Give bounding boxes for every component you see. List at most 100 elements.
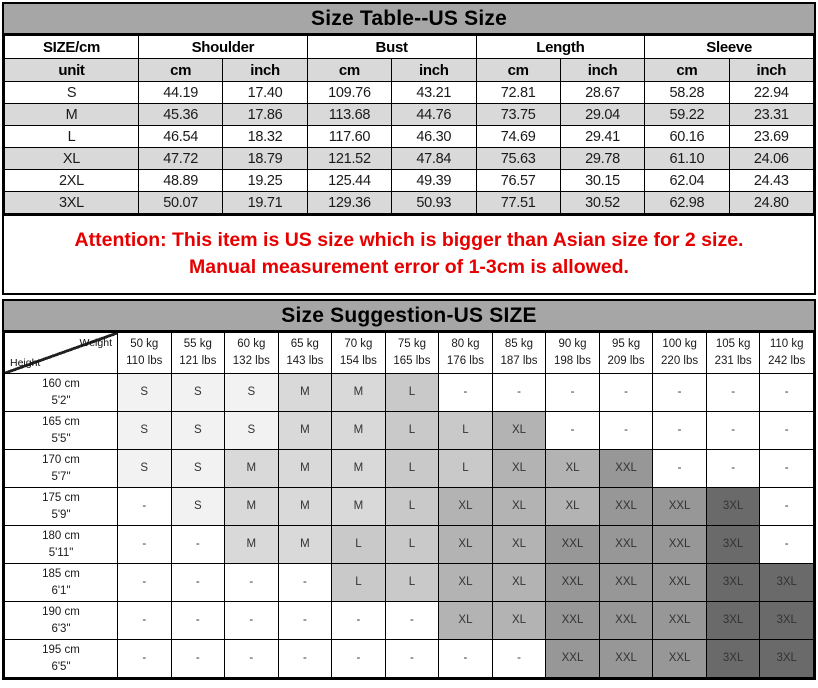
- measurement-cell: 19.71: [222, 191, 308, 214]
- height-row-label: 165 cm 5'5": [4, 411, 118, 450]
- size-suggestion-cell: XXL: [545, 639, 600, 678]
- size-suggestion-cell: -: [705, 449, 761, 488]
- measurement-cell: 77.51: [475, 191, 561, 214]
- weight-header-cell: 70 kg 154 lbs: [331, 332, 386, 374]
- weight-lbs-label: 176 lbs: [446, 355, 484, 367]
- size-suggestion-cell: L: [384, 411, 440, 450]
- height-cm-label: 180 cm: [42, 529, 80, 542]
- height-ft-label: 5'11": [48, 546, 74, 559]
- measurement-cell: 125.44: [306, 169, 393, 192]
- measurement-cell: 47.72: [137, 147, 224, 170]
- size-suggestion-cell: XXL: [598, 449, 654, 488]
- size-table-title: Size Table--US Size: [4, 4, 814, 35]
- size-suggestion-cell: 3XL: [759, 601, 814, 640]
- size-suggestion-cell: XL: [491, 411, 547, 450]
- weight-header-cell: 85 kg 187 lbs: [491, 332, 547, 374]
- size-suggestion-title: Size Suggestion-US SIZE: [4, 301, 814, 332]
- size-suggestion-cell: -: [438, 373, 493, 412]
- height-ft-label: 5'7": [51, 470, 71, 483]
- weight-lbs-label: 242 lbs: [768, 355, 806, 367]
- size-suggestion-cell: XXL: [545, 563, 600, 602]
- weight-kg-label: 65 kg: [290, 338, 319, 351]
- suggestion-row: 175 cm 5'9" - S M M M L XL XL XL XXL XXL 3XL -: [4, 487, 814, 526]
- size-column-header: SIZE/cm: [4, 35, 139, 59]
- measurement-cell: 30.15: [559, 169, 646, 192]
- measurement-cell: 24.06: [728, 147, 815, 170]
- measurement-cell: 17.86: [222, 103, 308, 126]
- measurement-cell: 75.63: [475, 147, 561, 170]
- column-group-header: Bust: [306, 35, 477, 59]
- size-suggestion-cell: S: [170, 487, 226, 526]
- size-suggestion-cell: XL: [438, 563, 493, 602]
- measurement-cell: 18.32: [222, 125, 308, 148]
- weight-lbs-label: 154 lbs: [339, 355, 377, 367]
- weight-kg-label: 80 kg: [451, 338, 480, 351]
- measurement-cell: 47.84: [391, 147, 477, 170]
- weight-header-cell: 75 kg 165 lbs: [384, 332, 440, 374]
- measurement-cell: 30.52: [559, 191, 646, 214]
- size-suggestion-cell: S: [117, 449, 172, 488]
- size-row-label: M: [4, 103, 139, 126]
- height-row-label: 175 cm 5'9": [4, 487, 118, 526]
- height-row-label: 170 cm 5'7": [4, 449, 118, 488]
- size-row-label: XL: [4, 147, 139, 170]
- measurement-cell: 50.93: [391, 191, 477, 214]
- size-suggestion-cell: S: [170, 373, 226, 412]
- size-suggestion-cell: L: [438, 449, 493, 488]
- size-table-row: 3XL 50.07 19.71 129.36 50.93 77.51 30.52 62.98 2…: [4, 191, 815, 214]
- size-suggestion-cell: -: [117, 525, 172, 564]
- weight-lbs-label: 132 lbs: [232, 355, 270, 367]
- measurement-cell: 29.04: [559, 103, 646, 126]
- suggestion-row: 165 cm 5'5" S S S M M L L XL - - - - -: [4, 411, 814, 450]
- column-group-header: Sleeve: [644, 35, 814, 59]
- measurement-cell: 24.80: [728, 191, 815, 214]
- height-ft-label: 5'2": [51, 394, 71, 407]
- size-suggestion-cell: -: [277, 563, 333, 602]
- size-suggestion-cell: XXL: [598, 563, 654, 602]
- measurement-cell: 109.76: [306, 81, 393, 104]
- height-ft-label: 6'3": [51, 622, 71, 635]
- size-suggestion-cell: L: [331, 563, 386, 602]
- size-suggestion-cell: -: [491, 373, 547, 412]
- size-suggestion-cell: M: [331, 487, 386, 526]
- size-suggestion-cell: -: [759, 525, 814, 564]
- size-row-label: S: [4, 81, 139, 104]
- size-suggestion-cell: M: [277, 373, 333, 412]
- height-row-label: 180 cm 5'11": [4, 525, 118, 564]
- height-cm-label: 195 cm: [42, 643, 80, 656]
- size-suggestion-cell: -: [331, 601, 386, 640]
- measurement-cell: 76.57: [475, 169, 561, 192]
- unit-header: inch: [559, 58, 646, 82]
- height-ft-label: 6'1": [51, 584, 71, 597]
- size-suggestion-cell: M: [277, 411, 333, 450]
- attention-line-2: Manual measurement error of 1-3cm is all…: [189, 256, 629, 278]
- measurement-cell: 50.07: [137, 191, 224, 214]
- size-suggestion-panel: Size Suggestion-US SIZE Weight Height 50 k…: [2, 299, 816, 680]
- size-suggestion-cell: -: [759, 487, 814, 526]
- measurement-cell: 29.78: [559, 147, 646, 170]
- height-cm-label: 175 cm: [42, 491, 80, 504]
- measurement-cell: 28.67: [559, 81, 646, 104]
- measurement-cell: 46.30: [391, 125, 477, 148]
- size-suggestion-cell: M: [331, 373, 386, 412]
- size-suggestion-cell: -: [545, 411, 600, 450]
- size-suggestion-cell: 3XL: [759, 563, 814, 602]
- height-row-label: 160 cm 5'2": [4, 373, 118, 412]
- size-suggestion-cell: 3XL: [705, 639, 761, 678]
- weight-header-cell: 65 kg 143 lbs: [277, 332, 333, 374]
- size-suggestion-cell: M: [331, 411, 386, 450]
- size-suggestion-cell: 3XL: [705, 525, 761, 564]
- weight-kg-label: 90 kg: [558, 338, 587, 351]
- height-ft-label: 5'9": [51, 508, 71, 521]
- weight-header-cell: 95 kg 209 lbs: [598, 332, 654, 374]
- weight-height-corner-cell: Weight Height: [4, 332, 118, 374]
- size-suggestion-cell: -: [277, 601, 333, 640]
- size-suggestion-cell: -: [438, 639, 493, 678]
- size-suggestion-cell: -: [170, 639, 226, 678]
- measurement-cell: 44.76: [391, 103, 477, 126]
- size-row-label: L: [4, 125, 139, 148]
- attention-note: Attention: This item is US size which is…: [4, 214, 814, 293]
- height-ft-label: 6'5": [51, 660, 71, 673]
- size-suggestion-cell: XL: [491, 487, 547, 526]
- size-suggestion-cell: -: [598, 373, 654, 412]
